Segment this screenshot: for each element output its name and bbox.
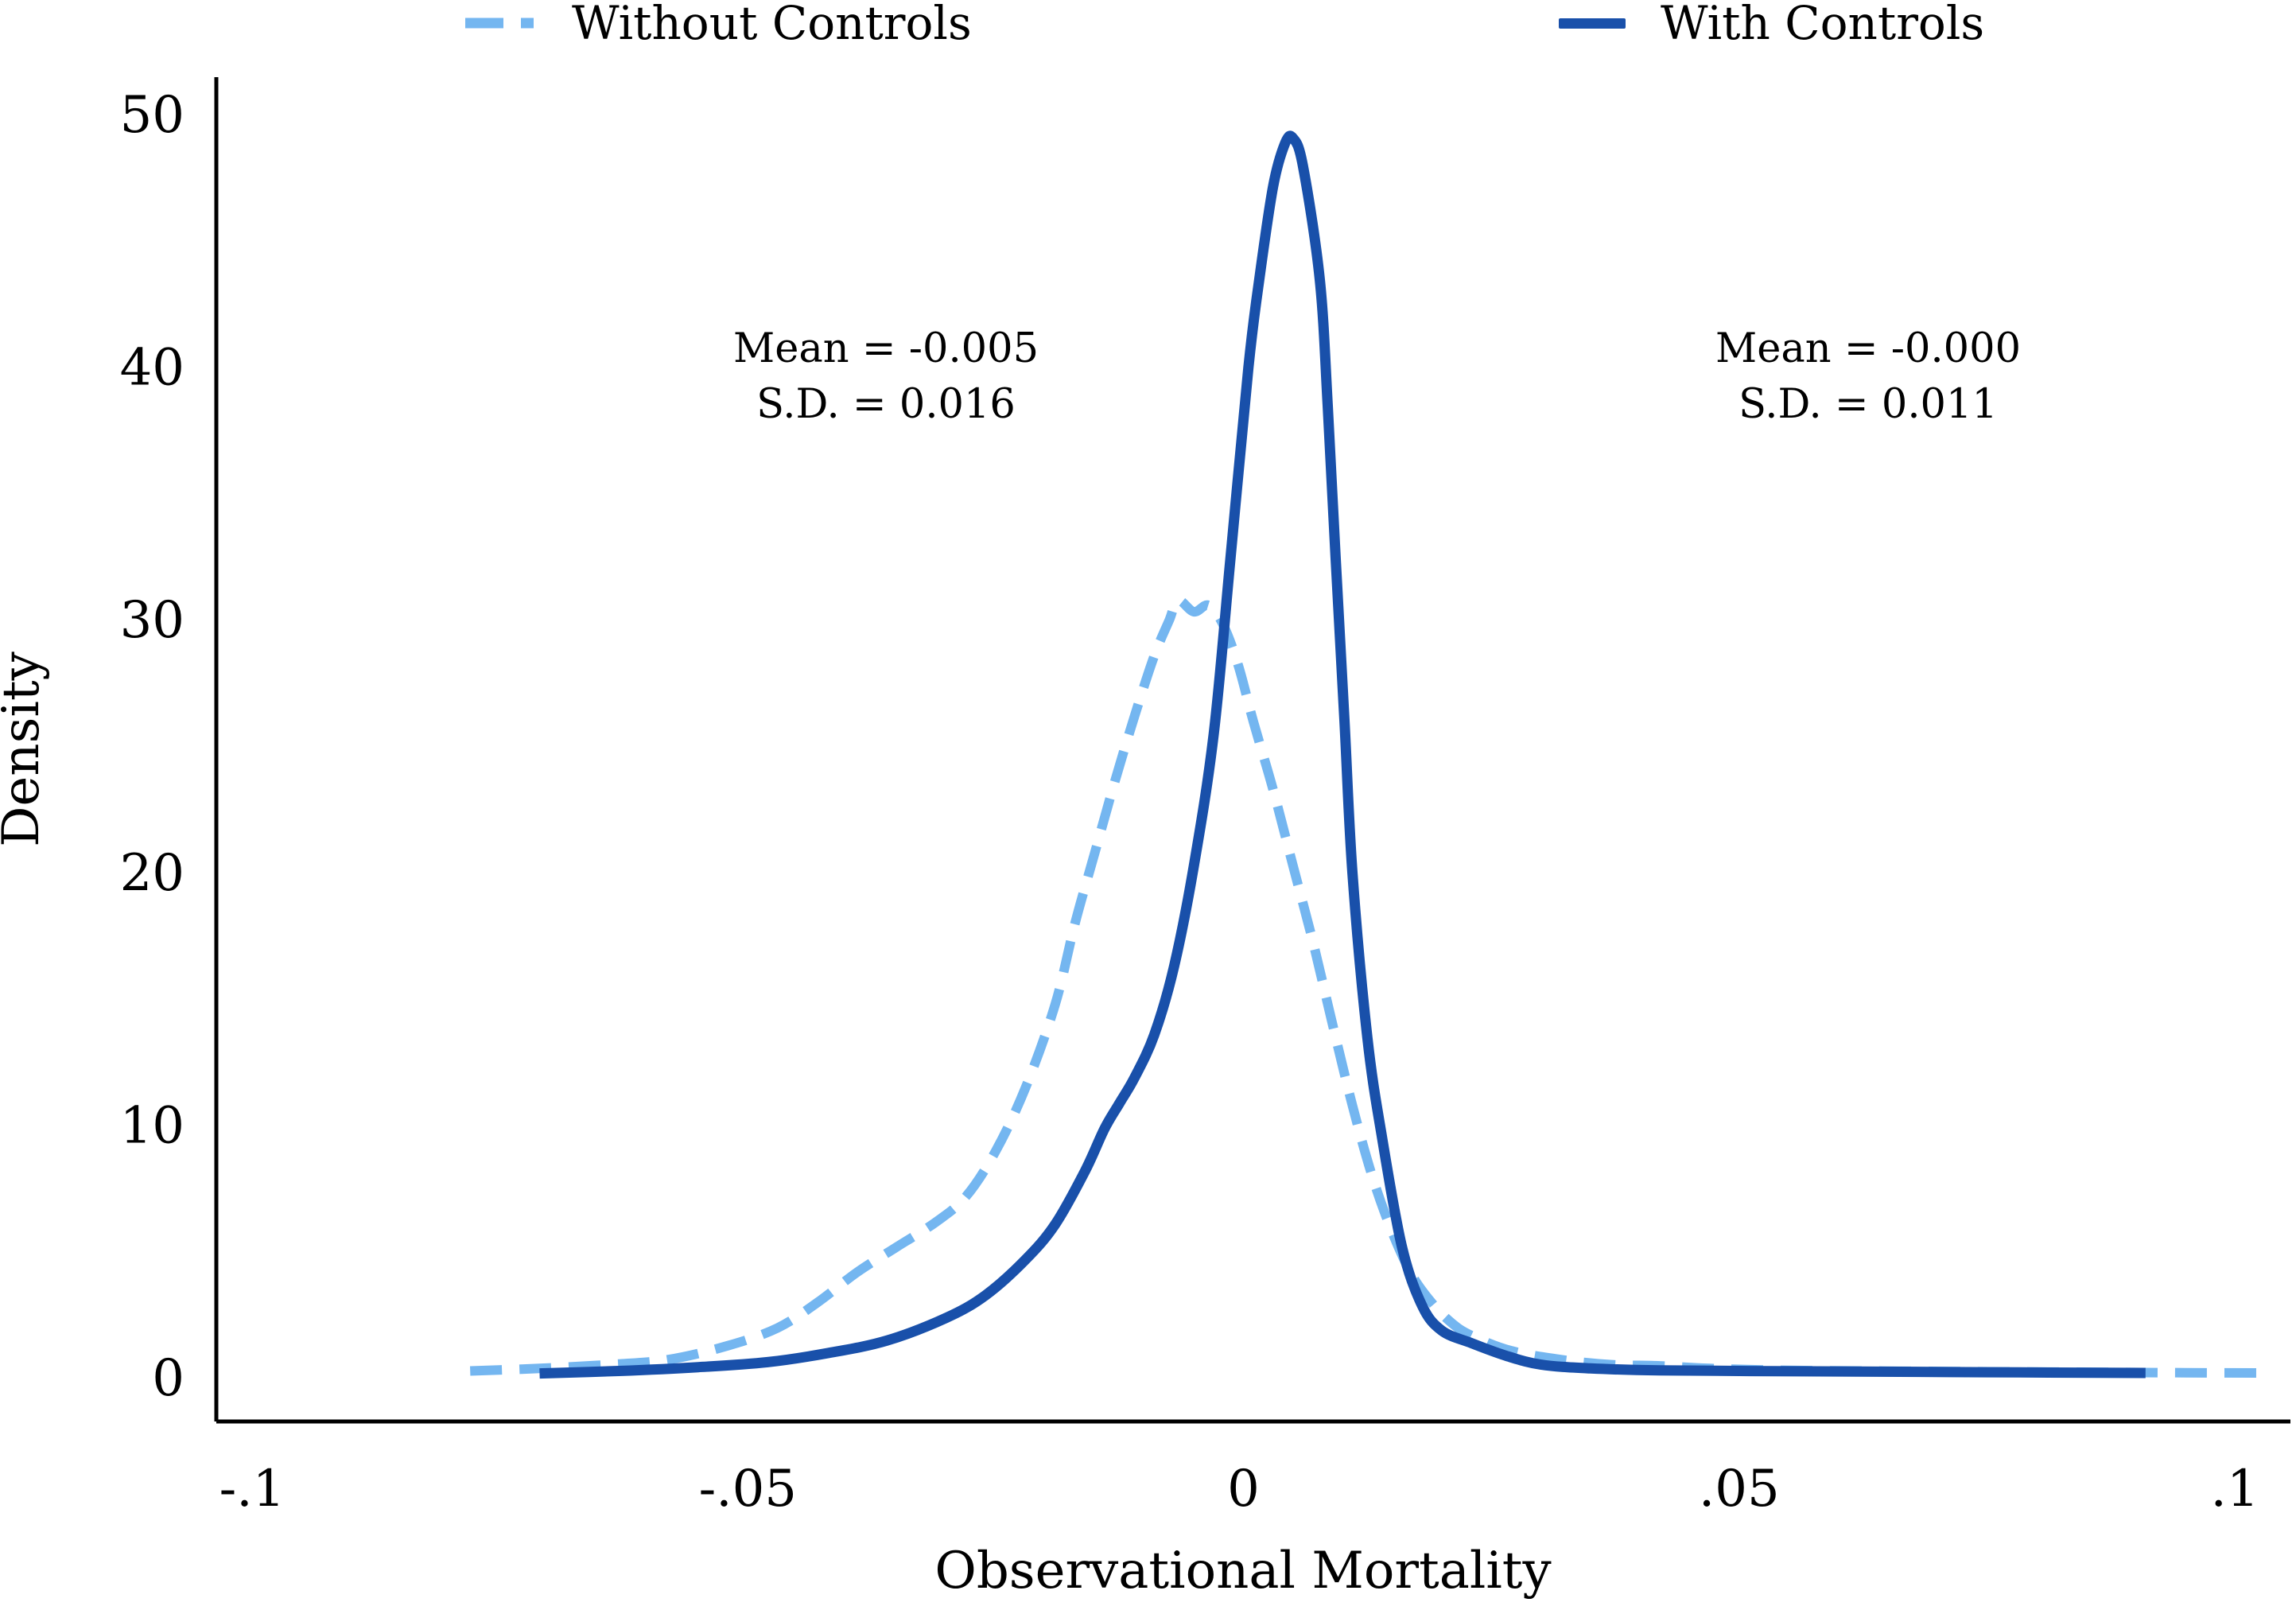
annotation-mean: Mean = -0.000 bbox=[1715, 325, 2022, 372]
x-tick-label: -.1 bbox=[219, 1460, 286, 1519]
dashed-line-marker bbox=[465, 18, 538, 29]
y-tick-label: 50 bbox=[120, 86, 185, 145]
x-tick-label: .05 bbox=[1699, 1460, 1780, 1519]
annotation-mean: Mean = -0.005 bbox=[732, 325, 1039, 372]
y-tick-label: 10 bbox=[120, 1096, 185, 1155]
annotation-without-controls: Mean = -0.005 S.D. = 0.016 bbox=[663, 321, 1109, 433]
annotation-sd: S.D. = 0.016 bbox=[756, 381, 1016, 428]
legend-label-without-controls: Without Controls bbox=[572, 0, 972, 50]
tick-labels: -.1 -.05 0 .05 .1 0 10 20 30 40 50 bbox=[120, 86, 2259, 1519]
y-tick-label: 0 bbox=[152, 1349, 185, 1408]
y-tick-label: 20 bbox=[120, 844, 185, 903]
x-axis-title: Observational Mortality bbox=[934, 1542, 1551, 1600]
series-with-controls bbox=[539, 130, 2146, 1379]
x-tick-label: -.05 bbox=[699, 1460, 797, 1519]
annotation-sd: S.D. = 0.011 bbox=[1739, 381, 1998, 428]
legend-item-without-controls: Without Controls bbox=[465, 0, 972, 46]
y-tick-label: 30 bbox=[120, 591, 185, 650]
series-curves bbox=[469, 130, 2265, 1379]
series-without-controls bbox=[469, 595, 2265, 1378]
y-axis-title: Density bbox=[0, 651, 51, 847]
legend-label-with-controls: With Controls bbox=[1661, 0, 1985, 50]
solid-line-marker bbox=[1559, 18, 1626, 29]
x-tick-label: 0 bbox=[1227, 1460, 1260, 1519]
x-tick-label: .1 bbox=[2210, 1460, 2259, 1519]
legend-item-with-controls: With Controls bbox=[1559, 0, 1984, 46]
annotation-with-controls: Mean = -0.000 S.D. = 0.011 bbox=[1645, 321, 2091, 433]
y-tick-label: 40 bbox=[120, 339, 185, 398]
